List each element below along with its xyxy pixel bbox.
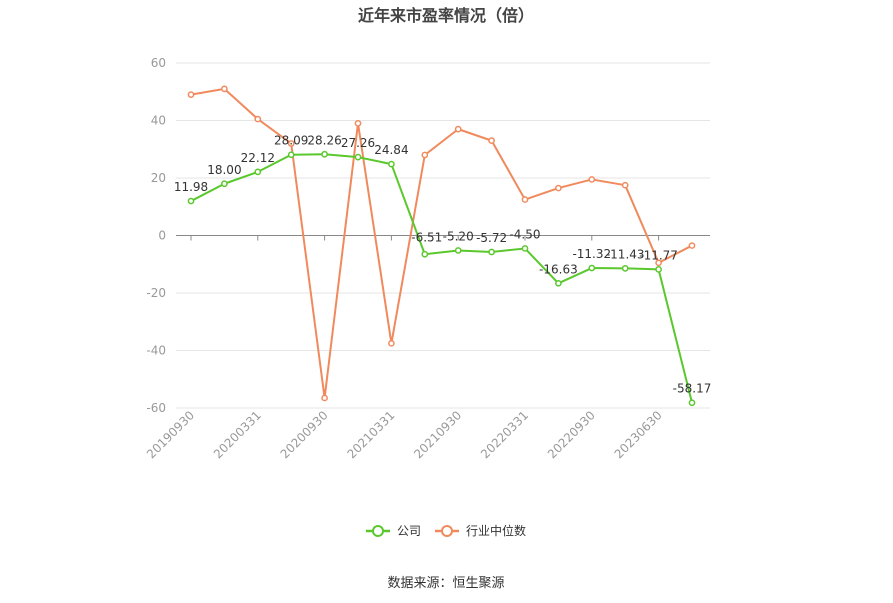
data-label: -16.63 (539, 262, 578, 276)
data-label: -11.77 (639, 248, 678, 262)
legend-item-industry-median[interactable]: 行业中位数 (435, 523, 526, 538)
data-point (388, 339, 395, 347)
y-tick-label: -60 (146, 401, 166, 415)
x-tick-label: 20190930 (144, 408, 197, 461)
data-point (421, 151, 429, 159)
data-point (521, 245, 529, 252)
series-line-company (190, 153, 693, 403)
y-axis-ticks: -60 -40 -20 0 20 40 60 (146, 56, 166, 415)
data-point (321, 150, 328, 158)
y-tick-label: -40 (146, 344, 166, 358)
data-point (621, 265, 629, 272)
legend-marker (441, 525, 453, 537)
data-point (454, 247, 462, 254)
data-point (621, 181, 629, 189)
data-label: -11.43 (606, 247, 645, 261)
data-label: 27.26 (341, 136, 375, 150)
data-point (555, 184, 562, 192)
data-point (321, 394, 328, 402)
legend-item-company[interactable]: 公司 (366, 524, 421, 538)
x-tick-label: 20200930 (278, 408, 331, 461)
data-label: -4.50 (509, 227, 540, 241)
legend-marker (372, 525, 384, 537)
legend-label: 行业中位数 (466, 523, 526, 538)
data-point (488, 137, 495, 144)
data-point (454, 125, 462, 133)
data-point (655, 265, 662, 273)
grid-lines (176, 62, 710, 409)
data-point (588, 264, 596, 272)
data-point (388, 160, 395, 168)
data-point (187, 197, 195, 205)
y-tick-label: 60 (151, 56, 166, 70)
x-tick-label: 20200331 (211, 408, 264, 461)
data-point (254, 115, 262, 123)
x-tick-label: 20210331 (344, 408, 397, 461)
x-tick-label: 20220331 (478, 408, 531, 461)
data-point (421, 250, 429, 258)
data-point (221, 85, 228, 93)
y-tick-label: -20 (146, 286, 166, 300)
data-point (287, 151, 295, 159)
data-point (521, 196, 529, 203)
data-point (488, 248, 495, 256)
data-point (354, 153, 362, 161)
data-point (655, 259, 662, 267)
data-point (254, 168, 262, 176)
data-label: 24.84 (374, 143, 408, 157)
data-label: -11.32 (572, 247, 611, 261)
data-label: -5.20 (443, 229, 474, 243)
data-point (688, 399, 696, 407)
data-label: -58.17 (673, 382, 712, 396)
chart-title: 近年来市盈率情况（倍） (358, 6, 534, 25)
data-point (221, 180, 228, 188)
data-label: 28.09 (274, 134, 308, 148)
source-note: 数据来源：恒生聚源 (387, 576, 504, 591)
series-line-industry-median (190, 87, 693, 399)
data-point (555, 279, 562, 287)
data-point (354, 120, 362, 127)
data-label: 18.00 (207, 163, 241, 177)
legend-label: 公司 (397, 524, 421, 538)
data-label: -6.51 (411, 231, 442, 245)
data-point (588, 176, 596, 183)
data-point (287, 140, 295, 147)
x-tick-label: 20220930 (545, 408, 598, 461)
data-point (688, 242, 696, 249)
data-label: 11.98 (174, 180, 208, 194)
y-tick-label: 0 (158, 229, 166, 243)
data-label: 22.12 (241, 151, 275, 165)
series-lines (187, 85, 696, 407)
x-tick-label: 20230630 (612, 408, 665, 461)
data-label: -5.72 (476, 231, 507, 245)
y-tick-label: 20 (151, 171, 166, 185)
data-label: 28.26 (307, 133, 341, 147)
y-tick-label: 40 (151, 114, 166, 128)
legend[interactable]: 公司 行业中位数 (366, 523, 526, 538)
x-tick-label: 20210930 (411, 408, 464, 461)
data-point (187, 91, 195, 98)
